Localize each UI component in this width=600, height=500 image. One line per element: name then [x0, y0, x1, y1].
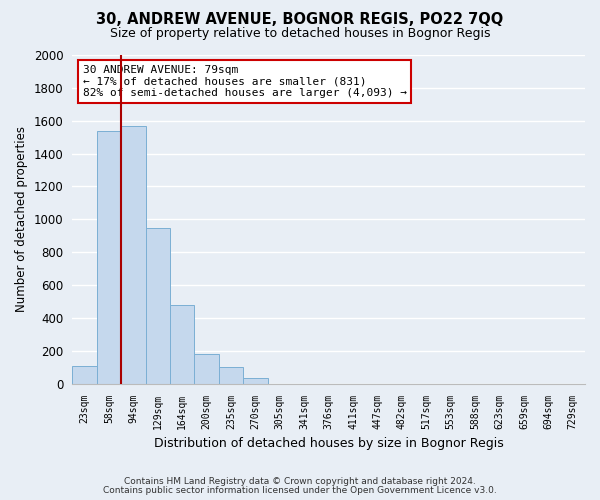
Bar — [243, 378, 268, 384]
X-axis label: Distribution of detached houses by size in Bognor Regis: Distribution of detached houses by size … — [154, 437, 503, 450]
Bar — [73, 366, 97, 384]
Text: 30 ANDREW AVENUE: 79sqm
← 17% of detached houses are smaller (831)
82% of semi-d: 30 ANDREW AVENUE: 79sqm ← 17% of detache… — [83, 65, 407, 98]
Bar — [97, 132, 121, 384]
Text: 30, ANDREW AVENUE, BOGNOR REGIS, PO22 7QQ: 30, ANDREW AVENUE, BOGNOR REGIS, PO22 7Q… — [97, 12, 503, 28]
Bar — [219, 368, 243, 384]
Text: Size of property relative to detached houses in Bognor Regis: Size of property relative to detached ho… — [110, 28, 490, 40]
Bar — [170, 305, 194, 384]
Text: Contains public sector information licensed under the Open Government Licence v3: Contains public sector information licen… — [103, 486, 497, 495]
Y-axis label: Number of detached properties: Number of detached properties — [15, 126, 28, 312]
Bar — [121, 126, 146, 384]
Bar — [146, 228, 170, 384]
Text: Contains HM Land Registry data © Crown copyright and database right 2024.: Contains HM Land Registry data © Crown c… — [124, 477, 476, 486]
Bar — [194, 354, 219, 384]
